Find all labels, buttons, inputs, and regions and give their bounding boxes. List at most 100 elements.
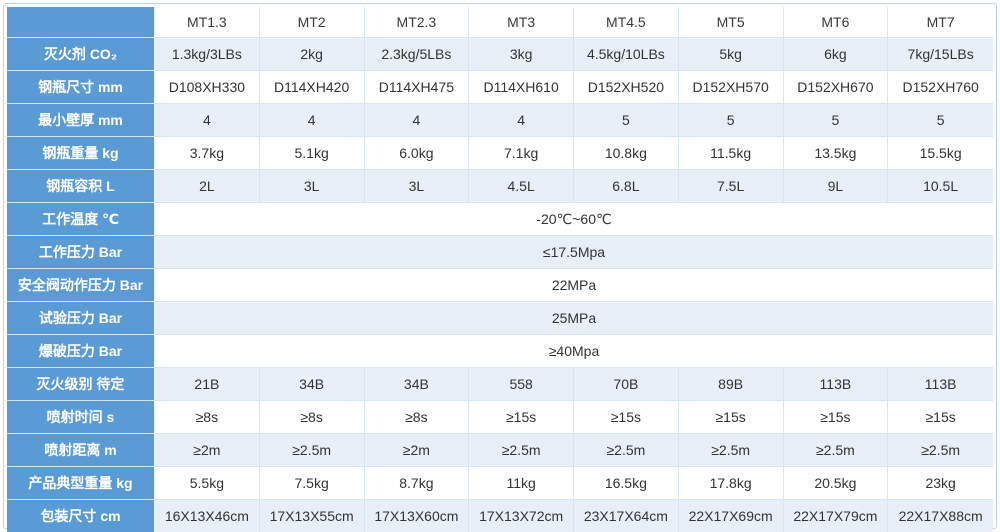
spec-cell: 5 bbox=[574, 104, 679, 137]
model-column-header: MT3 bbox=[469, 7, 574, 38]
spec-cell: 4.5kg/10LBs bbox=[574, 38, 679, 71]
spec-cell: ≥15s bbox=[574, 401, 679, 434]
spec-cell: 5kg bbox=[679, 38, 784, 71]
spec-cell: ≥2m bbox=[155, 434, 260, 467]
spec-cell: 17X13X60cm bbox=[365, 500, 470, 532]
table-row: 最小壁厚 mm 4 4 4 4 5 5 5 5 bbox=[7, 104, 993, 137]
spec-cell: 11kg bbox=[469, 467, 574, 500]
table-row: 安全阀动作压力 Bar 22MPa bbox=[7, 269, 993, 302]
spec-cell: 3L bbox=[365, 170, 470, 203]
spec-cell: 17.8kg bbox=[679, 467, 784, 500]
spec-cell: 6kg bbox=[784, 38, 889, 71]
spec-cell: 1.3kg/3LBs bbox=[155, 38, 260, 71]
spec-cell: 34B bbox=[365, 368, 470, 401]
spec-cell: 17X13X72cm bbox=[469, 500, 574, 532]
spec-cell: 2L bbox=[155, 170, 260, 203]
spec-cell: 7.5kg bbox=[260, 467, 365, 500]
table-row: 钢瓶容积 L 2L 3L 3L 4.5L 6.8L 7.5L 9L 10.5L bbox=[7, 170, 993, 203]
spec-cell: 4 bbox=[155, 104, 260, 137]
table-row: 试验压力 Bar 25MPa bbox=[7, 302, 993, 335]
spec-cell: 6.0kg bbox=[365, 137, 470, 170]
spec-cell: 16.5kg bbox=[574, 467, 679, 500]
table-row: 产品典型重量 kg 5.5kg 7.5kg 8.7kg 11kg 16.5kg … bbox=[7, 467, 993, 500]
spec-cell: 23kg bbox=[888, 467, 993, 500]
spec-cell: 7.5L bbox=[679, 170, 784, 203]
table-row: 工作温度 ℃ -20℃~60℃ bbox=[7, 203, 993, 236]
spec-cell: 2.3kg/5LBs bbox=[365, 38, 470, 71]
row-label: 喷射时间 s bbox=[7, 401, 155, 434]
spec-cell: 4.5L bbox=[469, 170, 574, 203]
table-row: 喷射时间 s ≥8s ≥8s ≥8s ≥15s ≥15s ≥15s ≥15s ≥… bbox=[7, 401, 993, 434]
row-label: 包装尺寸 cm bbox=[7, 500, 155, 532]
spec-cell: ≥15s bbox=[469, 401, 574, 434]
spec-cell-span: ≥40Mpa bbox=[155, 335, 993, 368]
spec-cell: ≥8s bbox=[365, 401, 470, 434]
spec-cell: 70B bbox=[574, 368, 679, 401]
spec-cell: 15.5kg bbox=[888, 137, 993, 170]
spec-cell: ≥8s bbox=[260, 401, 365, 434]
row-label: 安全阀动作压力 Bar bbox=[7, 269, 155, 302]
spec-cell: D152XH570 bbox=[679, 71, 784, 104]
spec-cell: 5.5kg bbox=[155, 467, 260, 500]
spec-cell: 22X17X69cm bbox=[679, 500, 784, 532]
spec-cell: 22X17X79cm bbox=[784, 500, 889, 532]
extinguisher-spec-table: MT1.3 MT2 MT2.3 MT3 MT4.5 MT5 MT6 MT7 灭火… bbox=[7, 7, 993, 532]
table-row: 钢瓶重量 kg 3.7kg 5.1kg 6.0kg 7.1kg 10.8kg 1… bbox=[7, 137, 993, 170]
row-label: 钢瓶容积 L bbox=[7, 170, 155, 203]
spec-cell: 21B bbox=[155, 368, 260, 401]
spec-cell-span: 22MPa bbox=[155, 269, 993, 302]
spec-cell-span: -20℃~60℃ bbox=[155, 203, 993, 236]
spec-cell: ≥2.5m bbox=[260, 434, 365, 467]
spec-cell: ≥2.5m bbox=[888, 434, 993, 467]
table-row: 工作压力 Bar ≤17.5Mpa bbox=[7, 236, 993, 269]
spec-cell: 22X17X88cm bbox=[888, 500, 993, 532]
spec-cell: 20.5kg bbox=[784, 467, 889, 500]
spec-cell: D114XH610 bbox=[469, 71, 574, 104]
header-row: MT1.3 MT2 MT2.3 MT3 MT4.5 MT5 MT6 MT7 bbox=[7, 7, 993, 38]
row-label: 产品典型重量 kg bbox=[7, 467, 155, 500]
spec-cell: 113B bbox=[888, 368, 993, 401]
spec-cell: 6.8L bbox=[574, 170, 679, 203]
model-column-header: MT5 bbox=[679, 7, 784, 38]
spec-cell: D114XH420 bbox=[260, 71, 365, 104]
spec-cell: ≥15s bbox=[679, 401, 784, 434]
spec-cell: 34B bbox=[260, 368, 365, 401]
spec-cell: ≥2.5m bbox=[679, 434, 784, 467]
corner-cell bbox=[7, 7, 155, 38]
spec-cell: 7kg/15LBs bbox=[888, 38, 993, 71]
model-column-header: MT4.5 bbox=[574, 7, 679, 38]
row-label: 钢瓶尺寸 mm bbox=[7, 71, 155, 104]
table-row: 爆破压力 Bar ≥40Mpa bbox=[7, 335, 993, 368]
model-column-header: MT1.3 bbox=[155, 7, 260, 38]
spec-cell: 7.1kg bbox=[469, 137, 574, 170]
table-row: 钢瓶尺寸 mm D108XH330 D114XH420 D114XH475 D1… bbox=[7, 71, 993, 104]
row-label: 工作压力 Bar bbox=[7, 236, 155, 269]
spec-cell: 5 bbox=[784, 104, 889, 137]
spec-cell: 10.8kg bbox=[574, 137, 679, 170]
spec-cell: 16X13X46cm bbox=[155, 500, 260, 532]
spec-cell: ≥2.5m bbox=[574, 434, 679, 467]
spec-cell: 11.5kg bbox=[679, 137, 784, 170]
spec-cell: 3kg bbox=[469, 38, 574, 71]
spec-cell: ≥15s bbox=[888, 401, 993, 434]
spec-cell: 23X17X64cm bbox=[574, 500, 679, 532]
spec-cell: D152XH670 bbox=[784, 71, 889, 104]
model-column-header: MT2.3 bbox=[365, 7, 470, 38]
spec-cell: 3.7kg bbox=[155, 137, 260, 170]
spec-cell: D152XH760 bbox=[888, 71, 993, 104]
spec-cell: D152XH520 bbox=[574, 71, 679, 104]
table-row: 灭火级别 待定 21B 34B 34B 558 70B 89B 113B 113… bbox=[7, 368, 993, 401]
row-label: 灭火级别 待定 bbox=[7, 368, 155, 401]
spec-cell: 9L bbox=[784, 170, 889, 203]
spec-cell: 5 bbox=[888, 104, 993, 137]
spec-cell: 89B bbox=[679, 368, 784, 401]
spec-cell: 10.5L bbox=[888, 170, 993, 203]
spec-cell: ≥2m bbox=[365, 434, 470, 467]
spec-cell: 2kg bbox=[260, 38, 365, 71]
model-column-header: MT7 bbox=[888, 7, 993, 38]
spec-table-frame: MT1.3 MT2 MT2.3 MT3 MT4.5 MT5 MT6 MT7 灭火… bbox=[3, 3, 997, 529]
table-row: 喷射距离 m ≥2m ≥2.5m ≥2m ≥2.5m ≥2.5m ≥2.5m ≥… bbox=[7, 434, 993, 467]
spec-cell-span: ≤17.5Mpa bbox=[155, 236, 993, 269]
row-label: 灭火剂 CO₂ bbox=[7, 38, 155, 71]
spec-cell: 5 bbox=[679, 104, 784, 137]
